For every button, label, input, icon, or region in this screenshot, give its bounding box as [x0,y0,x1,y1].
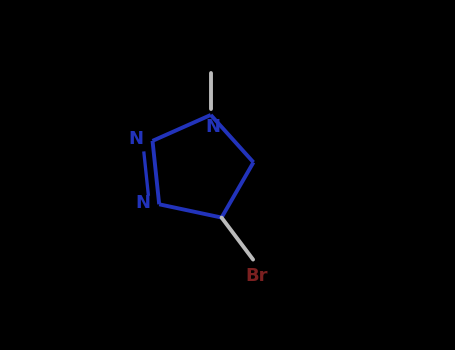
Text: Br: Br [245,267,268,285]
Text: N: N [129,130,144,148]
Text: N: N [205,118,220,136]
Text: N: N [136,194,151,211]
